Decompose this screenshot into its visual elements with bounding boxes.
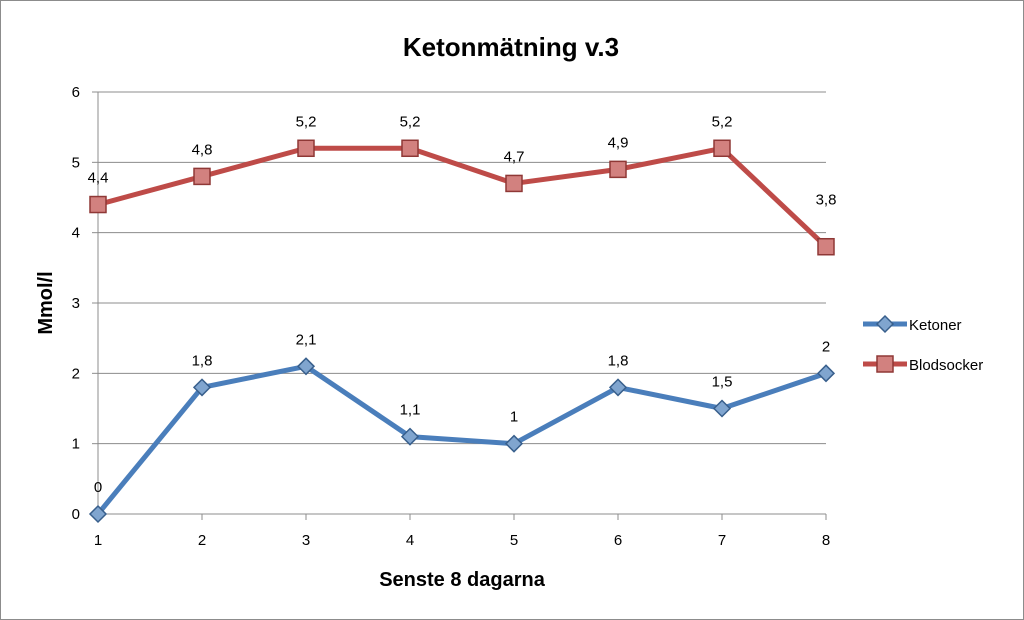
x-tick-label: 8: [822, 532, 830, 549]
data-label-blodsocker: 3,8: [816, 192, 837, 209]
data-point-blodsocker: [401, 139, 419, 158]
data-label-ketoner: 0: [94, 479, 102, 496]
data-point-blodsocker: [505, 174, 523, 193]
gridlines: [98, 91, 826, 445]
chart-title: Ketonmätning v.3: [403, 32, 619, 62]
data-point-blodsocker: [297, 139, 315, 158]
x-axis-title: Senste 8 dagarna: [379, 569, 546, 591]
y-axis-title: Mmol/l: [35, 271, 57, 334]
x-tick-label: 5: [510, 532, 518, 549]
data-label-blodsocker: 5,2: [400, 113, 421, 130]
legend-label-blodsocker: Blodsocker: [909, 357, 983, 374]
legend-marker-blodsocker: [876, 355, 894, 373]
y-tick-label: 5: [72, 154, 80, 171]
data-point-ketoner: [712, 399, 732, 418]
data-label-ketoner: 1,5: [712, 374, 733, 391]
data-point-ketoner: [192, 378, 212, 397]
y-tick-label: 3: [72, 295, 80, 312]
y-tick-label: 4: [72, 225, 80, 242]
series-layer: [88, 139, 836, 524]
series-line-blodsocker: [95, 145, 829, 250]
series-line-ketoner: [95, 363, 829, 517]
x-tick-label: 6: [614, 532, 622, 549]
y-tick-label: 1: [72, 436, 80, 453]
data-label-blodsocker: 4,7: [504, 148, 525, 165]
data-label-ketoner: 1,8: [192, 352, 213, 369]
x-tick-label: 7: [718, 532, 726, 549]
data-point-ketoner: [400, 427, 420, 446]
data-point-ketoner: [608, 378, 628, 397]
y-tick-label: 0: [72, 506, 80, 523]
data-point-ketoner: [816, 364, 836, 383]
x-tick-label: 1: [94, 532, 102, 549]
data-point-ketoner: [296, 357, 316, 376]
data-label-ketoner: 1,8: [608, 352, 629, 369]
legend-marker-ketoner: [875, 314, 895, 334]
y-tick-label: 2: [72, 365, 80, 382]
data-label-blodsocker: 5,2: [296, 113, 317, 130]
legend-label-ketoner: Ketoner: [909, 317, 962, 334]
data-label-blodsocker: 5,2: [712, 113, 733, 130]
data-label-blodsocker: 4,4: [88, 170, 109, 187]
x-tick-label: 4: [406, 532, 414, 549]
legend: Ketoner Blodsocker: [863, 314, 983, 374]
data-point-blodsocker: [89, 195, 107, 214]
data-label-ketoner: 2,1: [296, 331, 317, 348]
x-tick-label: 3: [302, 532, 310, 549]
data-point-blodsocker: [609, 160, 627, 179]
data-point-ketoner: [88, 504, 108, 524]
data-point-blodsocker: [193, 167, 211, 186]
data-label-ketoner: 1,1: [400, 402, 421, 419]
data-point-blodsocker: [817, 237, 835, 256]
data-label-blodsocker: 4,9: [608, 134, 629, 151]
data-label-ketoner: 2: [822, 338, 830, 355]
data-point-blodsocker: [713, 139, 731, 158]
data-point-ketoner: [504, 434, 524, 453]
x-tick-label: 2: [198, 532, 206, 549]
data-labels: 0 1,8 2,1 1,1 1 1,8 1,5 2 4,4 4,8 5,2 5,2 4,7 4,9 5,2 3…: [88, 113, 837, 496]
data-label-blodsocker: 4,8: [192, 141, 213, 158]
y-tick-label: 6: [72, 84, 80, 101]
data-label-ketoner: 1: [510, 409, 518, 426]
